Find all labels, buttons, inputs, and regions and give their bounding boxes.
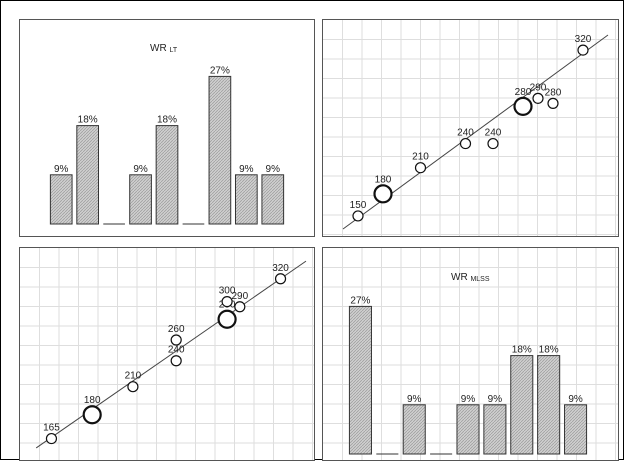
scatter-chart-2-point-label: 240 xyxy=(457,128,474,139)
bar-chart-1-bar xyxy=(261,174,285,225)
bar-chart-1-value-label: 27% xyxy=(210,65,230,76)
scatter-chart-3-point xyxy=(45,432,58,445)
bar-chart-1-bar xyxy=(234,174,258,225)
scatter-chart-3-point xyxy=(82,405,102,425)
scatter-chart-2-point-label: 180 xyxy=(375,174,392,185)
bar-chart-1-value-label: 9% xyxy=(266,164,281,175)
bar-chart-1-bar xyxy=(49,174,73,225)
bar-chart-4-bar xyxy=(510,355,534,455)
scatter-chart-3-point xyxy=(127,381,139,393)
scatter-chart-3-point-label: 165 xyxy=(43,423,60,434)
bar-chart-1-title: WR LT xyxy=(150,43,178,54)
bar-chart-1-bar xyxy=(129,174,152,225)
bar-chart-wr-lt: 9% 18% 9% 18% 27% 9% 9% WR LT xyxy=(19,19,315,237)
scatter-chart-2-point xyxy=(577,44,589,56)
bar-chart-4-bar xyxy=(537,355,561,455)
scatter-chart-3-point xyxy=(274,273,287,285)
scatter-chart-3-point-label: 240 xyxy=(168,345,185,356)
bar-chart-4-value-label: 18% xyxy=(512,345,532,356)
bar-chart-4-title-subscript: MLSS xyxy=(470,276,489,283)
bar-chart-4-bar xyxy=(402,404,426,455)
bar-chart-4-value-label: 9% xyxy=(461,394,476,405)
scatter-chart-2-point xyxy=(459,137,472,150)
bar-chart-wr-mlss: 27% 9% 9% 9% 18% 18% 9% WR MLSS xyxy=(322,247,619,461)
scatter-chart-2-point-label: 280 xyxy=(545,87,562,98)
scatter-chart-3-point xyxy=(221,295,233,308)
scatter-chart-3-point xyxy=(234,301,246,313)
scatter-chart-3-point-label: 210 xyxy=(125,371,142,382)
scatter-chart-3-point-label: 180 xyxy=(84,395,101,406)
bar-chart-4-title: WR MLSS xyxy=(451,272,490,283)
bar-chart-4-bar xyxy=(564,404,588,455)
scatter-chart-3-point-label: 300 xyxy=(219,286,236,297)
scatter-chart-3-point-label: 320 xyxy=(272,263,289,274)
bar-chart-wr-mlss-svg: 27% 9% 9% 9% 18% 18% 9% WR MLSS xyxy=(323,248,618,460)
bar-chart-1-value-label: 9% xyxy=(239,164,254,175)
scatter-chart-2-point-label: 290 xyxy=(530,82,547,93)
scatter-chart-3-point-label: 260 xyxy=(168,324,185,335)
bar-chart-1-value-label: 9% xyxy=(133,164,148,175)
bar-chart-4-value-label: 9% xyxy=(488,394,503,405)
scatter-chart-bottom-svg: 165180210240260280300290320 xyxy=(20,248,314,460)
scatter-chart-top: 150 180 210 240 240 280 290 280 320 xyxy=(322,19,619,237)
bar-chart-4-value-label: 18% xyxy=(539,345,559,356)
scatter-chart-2-point-label: 280 xyxy=(515,87,532,98)
scatter-chart-2-point-label: 150 xyxy=(350,200,367,211)
scatter-chart-2-point xyxy=(547,97,559,109)
bar-chart-1-bar xyxy=(208,75,232,225)
bar-chart-1-value-label: 9% xyxy=(54,164,69,175)
scatter-chart-2-point-label: 320 xyxy=(575,34,592,45)
scatter-chart-2-point-label: 210 xyxy=(412,152,429,163)
scatter-chart-2-point xyxy=(414,162,427,174)
bar-chart-1-bar xyxy=(76,125,100,225)
scatter-chart-3-point xyxy=(170,355,182,367)
bar-chart-4-bar xyxy=(348,305,372,455)
bar-chart-4-value-label: 9% xyxy=(407,394,422,405)
bar-chart-4-value-label: 27% xyxy=(350,295,370,306)
bar-chart-1-bar xyxy=(155,125,179,225)
scatter-chart-bottom: 165180210240260280300290320 xyxy=(19,247,315,461)
bar-chart-wr-lt-svg: 9% 18% 9% 18% 27% 9% 9% WR LT xyxy=(49,43,285,225)
scatter-chart-2-point xyxy=(487,137,499,150)
scatter-chart-2-point xyxy=(513,96,533,116)
scatter-chart-3-fit-line xyxy=(35,260,307,449)
bar-chart-1-value-label: 18% xyxy=(78,115,98,126)
scatter-chart-2-point xyxy=(373,184,393,204)
bar-chart-1-value-label: 18% xyxy=(157,115,177,126)
scatter-chart-2-point-label: 240 xyxy=(485,128,502,139)
bar-chart-4-bar xyxy=(483,404,507,455)
scatter-chart-3-point xyxy=(170,334,182,346)
scatter-chart-2-point xyxy=(352,210,364,222)
bar-chart-1-title-subscript: LT xyxy=(169,47,177,54)
bar-chart-4-value-label: 9% xyxy=(568,394,583,405)
scatter-chart-3-point xyxy=(217,309,237,329)
bar-chart-4-bar xyxy=(456,404,480,455)
scatter-chart-2-point xyxy=(532,92,544,104)
scatter-chart-3-point-label: 290 xyxy=(231,291,248,302)
